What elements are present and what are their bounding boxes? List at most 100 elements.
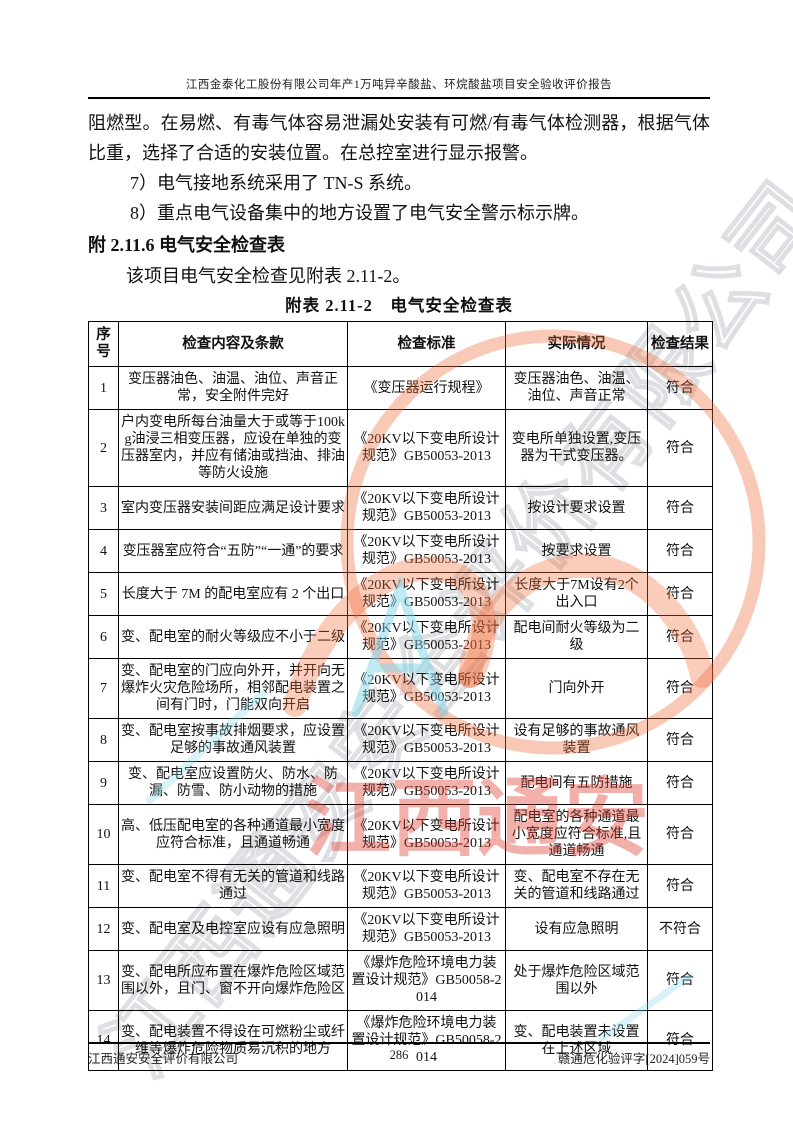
table-row: 8 变、配电室按事故排烟要求，应设置足够的事故通风装置 《20KV以下变电所设计…: [88, 718, 713, 762]
table-row: 3 室内变压器安装间距应满足设计要求 《20KV以下变电所设计规范》GB5005…: [88, 486, 713, 530]
row-number: 1: [88, 366, 119, 410]
table-row: 12 变、配电室及电控室应设有应急照明 《20KV以下变电所设计规范》GB500…: [88, 907, 713, 951]
row-number: 2: [88, 409, 119, 487]
footer-doc-number: 赣通危化验评字[2024]059号: [557, 1052, 710, 1066]
check-result: 符合: [647, 718, 713, 762]
check-content: 变压器室应符合“五防”“一通”的要求: [118, 529, 348, 573]
actual-situation: 门向外开: [505, 658, 648, 719]
table-row: 13 变、配电所应布置在爆炸危险区域范围以外，且门、窗不开向爆炸危险区 《爆炸危…: [88, 950, 713, 1011]
table-row: 1 变压器油色、油温、油位、声音正常，安全附件完好 《变压器运行规程》 变压器油…: [88, 366, 713, 410]
table-row: 5 长度大于 7M 的配电室应有 2 个出口 《20KV以下变电所设计规范》GB…: [88, 572, 713, 616]
row-number: 10: [88, 804, 119, 865]
actual-situation: 配电室的各种通道最小宽度应符合标准,且通道畅通: [505, 804, 648, 865]
actual-situation: 处于爆炸危险区域范围以外: [505, 950, 648, 1011]
main-content: 阻燃型。在易燃、有毒气体容易泄漏处安装有可燃/有毒气体检测器，根据气体比重，选择…: [88, 108, 713, 1071]
actual-situation: 配电间有五防措施: [505, 761, 648, 805]
row-number: 13: [88, 950, 119, 1011]
section-heading: 附 2.11.6 电气安全检查表: [88, 235, 286, 255]
check-content: 变压器油色、油温、油位、声音正常，安全附件完好: [118, 366, 348, 410]
check-result: 符合: [647, 486, 713, 530]
actual-situation: 设有应急照明: [505, 907, 648, 951]
table-title: 附表 2.11-2 电气安全检查表: [285, 296, 513, 315]
check-content: 变、配电室应设置防火、防水、防漏、防雪、防小动物的措施: [118, 761, 348, 805]
list-item-7: 7）电气接地系统采用了 TN-S 系统。: [130, 173, 422, 193]
check-result: 符合: [647, 864, 713, 908]
check-standard: 《20KV以下变电所设计规范》GB50053-2013: [347, 864, 506, 908]
check-result: 符合: [647, 804, 713, 865]
row-number: 4: [88, 529, 119, 573]
electrical-safety-check-table: 序号 检查内容及条款 检查标准 实际情况 检查结果 1 变压器油色、油温、油位、…: [88, 321, 713, 1071]
actual-situation: 变压器油色、油温、油位、声音正常: [505, 366, 648, 410]
check-content: 变、配电室按事故排烟要求，应设置足够的事故通风装置: [118, 718, 348, 762]
section-intro: 该项目电气安全检查见附表 2.11-2。: [126, 266, 411, 286]
check-result: 符合: [647, 529, 713, 573]
check-standard: 《20KV以下变电所设计规范》GB50053-2013: [347, 615, 506, 659]
actual-situation: 变、配电装置未设置在上述区域: [505, 1010, 648, 1071]
check-content: 变、配电装置不得设在可燃粉尘或纤维等爆炸危险物质易沉积的地方: [118, 1010, 348, 1071]
list-item-8: 8）重点电气设备集中的地方设置了电气安全警示标示牌。: [130, 203, 589, 223]
check-standard: 《20KV以下变电所设计规范》GB50053-2013: [347, 529, 506, 573]
body-paragraph: 阻燃型。在易燃、有毒气体容易泄漏处安装有可燃/有毒气体检测器，根据气体比重，选择…: [88, 113, 710, 163]
check-result: 符合: [647, 572, 713, 616]
row-number: 14: [88, 1010, 119, 1071]
table-row: 4 变压器室应符合“五防”“一通”的要求 《20KV以下变电所设计规范》GB50…: [88, 529, 713, 573]
check-result: 不符合: [647, 907, 713, 951]
check-content: 变、配电室的耐火等级应不小于二级: [118, 615, 348, 659]
header-result: 检查结果: [647, 321, 713, 367]
table-row: 9 变、配电室应设置防火、防水、防漏、防雪、防小动物的措施 《20KV以下变电所…: [88, 761, 713, 805]
actual-situation: 变电所单独设置,变压器为干式变压器。: [505, 409, 648, 487]
check-content: 长度大于 7M 的配电室应有 2 个出口: [118, 572, 348, 616]
page-header-title: 江西金泰化工股份有限公司年产1万吨异辛酸盐、环烷酸盐项目安全验收评价报告: [88, 76, 710, 99]
header-standard: 检查标准: [347, 321, 506, 367]
check-content: 变、配电所应布置在爆炸危险区域范围以外，且门、窗不开向爆炸危险区: [118, 950, 348, 1011]
check-content: 变、配电室的门应向外开，并开向无爆炸火灾危险场所，相邻配电装置之间有门时，门能双…: [118, 658, 348, 719]
header-content: 检查内容及条款: [118, 321, 348, 367]
check-standard: 《20KV以下变电所设计规范》GB50053-2013: [347, 486, 506, 530]
row-number: 7: [88, 658, 119, 719]
check-result: 符合: [647, 366, 713, 410]
table-row: 2 户内变电所每台油量大于或等于100kg油浸三相变压器，应设在单独的变压器室内…: [88, 409, 713, 487]
check-standard: 《爆炸危险环境电力装置设计规范》GB50058-2014: [347, 1010, 506, 1071]
row-number: 12: [88, 907, 119, 951]
actual-situation: 按要求设置: [505, 529, 648, 573]
check-result: 符合: [647, 761, 713, 805]
row-number: 11: [88, 864, 119, 908]
check-standard: 《20KV以下变电所设计规范》GB50053-2013: [347, 907, 506, 951]
header-serial: 序号: [88, 321, 119, 367]
actual-situation: 配电间耐火等级为二级: [505, 615, 648, 659]
table-header-row: 序号 检查内容及条款 检查标准 实际情况 检查结果: [88, 321, 713, 367]
table-row: 7 变、配电室的门应向外开，并开向无爆炸火灾危险场所，相邻配电装置之间有门时，门…: [88, 658, 713, 719]
check-standard: 《20KV以下变电所设计规范》GB50053-2013: [347, 658, 506, 719]
page-footer: 江西通安安全评价有限公司 286 赣通危化验评字[2024]059号: [88, 1042, 710, 1067]
check-result: 符合: [647, 950, 713, 1011]
check-result: 符合: [647, 409, 713, 487]
check-standard: 《20KV以下变电所设计规范》GB50053-2013: [347, 804, 506, 865]
check-content: 高、低压配电室的各种通道最小宽度应符合标准，且通道畅通: [118, 804, 348, 865]
table-row: 14 变、配电装置不得设在可燃粉尘或纤维等爆炸危险物质易沉积的地方 《爆炸危险环…: [88, 1010, 713, 1071]
check-result: 符合: [647, 1010, 713, 1071]
table-row: 6 变、配电室的耐火等级应不小于二级 《20KV以下变电所设计规范》GB5005…: [88, 615, 713, 659]
footer-company: 江西通安安全评价有限公司: [88, 1052, 239, 1066]
row-number: 9: [88, 761, 119, 805]
row-number: 6: [88, 615, 119, 659]
check-standard: 《20KV以下变电所设计规范》GB50053-2013: [347, 718, 506, 762]
check-standard: 《变压器运行规程》: [347, 366, 506, 410]
header-actual: 实际情况: [505, 321, 648, 367]
table-row: 10 高、低压配电室的各种通道最小宽度应符合标准，且通道畅通 《20KV以下变电…: [88, 804, 713, 865]
footer-page-number: 286: [389, 1048, 409, 1062]
check-result: 符合: [647, 615, 713, 659]
check-content: 变、配电室不得有无关的管道和线路通过: [118, 864, 348, 908]
check-standard: 《20KV以下变电所设计规范》GB50053-2013: [347, 409, 506, 487]
actual-situation: 设有足够的事故通风装置: [505, 718, 648, 762]
check-content: 户内变电所每台油量大于或等于100kg油浸三相变压器，应设在单独的变压器室内，并…: [118, 409, 348, 487]
check-result: 符合: [647, 658, 713, 719]
table-row: 11 变、配电室不得有无关的管道和线路通过 《20KV以下变电所设计规范》GB5…: [88, 864, 713, 908]
check-standard: 《20KV以下变电所设计规范》GB50053-2013: [347, 572, 506, 616]
check-standard: 《爆炸危险环境电力装置设计规范》GB50058-2014: [347, 950, 506, 1011]
check-standard: 《20KV以下变电所设计规范》GB50053-2013: [347, 761, 506, 805]
actual-situation: 长度大于7M设有2个出入口: [505, 572, 648, 616]
row-number: 8: [88, 718, 119, 762]
row-number: 3: [88, 486, 119, 530]
check-content: 室内变压器安装间距应满足设计要求: [118, 486, 348, 530]
